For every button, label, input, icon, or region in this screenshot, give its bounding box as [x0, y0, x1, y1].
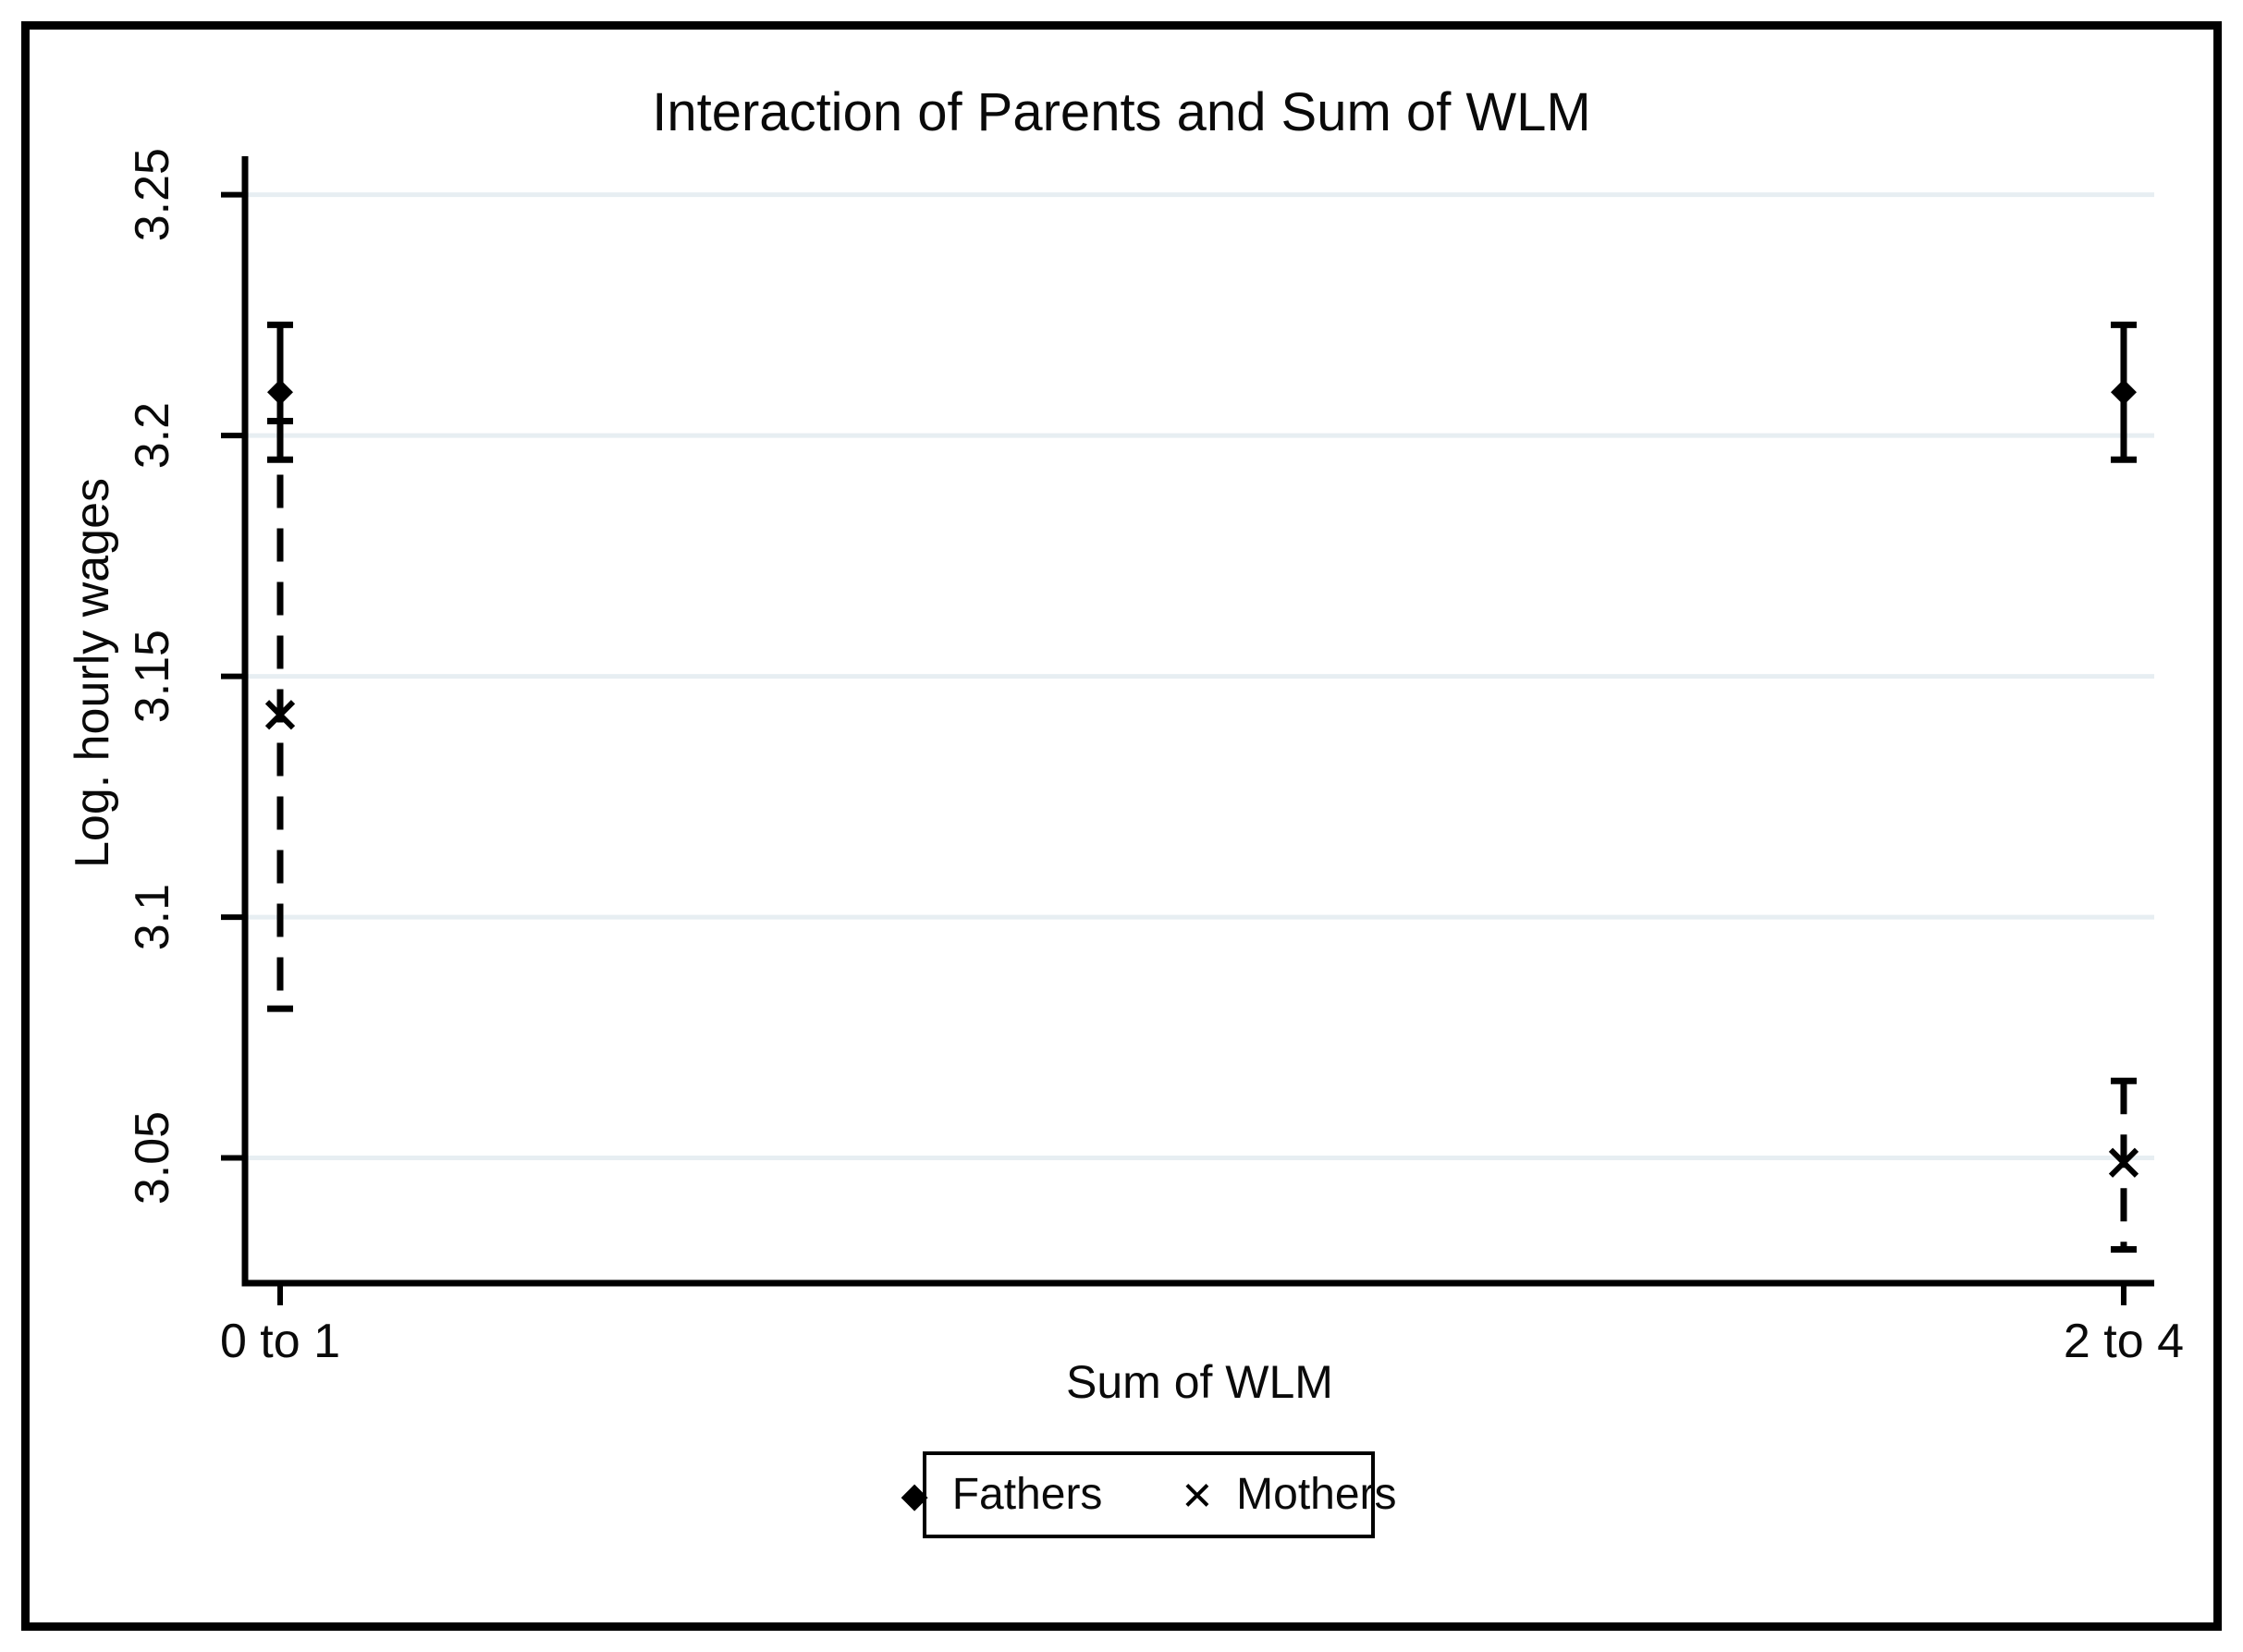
- diamond-marker: [2110, 379, 2137, 406]
- x-marker: [264, 700, 296, 730]
- legend-item-fathers: ◆ Fathers: [901, 1473, 1102, 1517]
- x-tick-label: 2 to 4: [2064, 1315, 2184, 1368]
- x-axis-title: Sum of WLM: [1066, 1356, 1333, 1408]
- diamond-marker: [266, 379, 293, 406]
- mothers-x-marker-icon: ×: [1182, 1464, 1213, 1524]
- legend-label-mothers: Mothers: [1236, 1470, 1397, 1519]
- x-marker: [2108, 1147, 2139, 1178]
- y-tick-label: 3.1: [126, 884, 179, 950]
- legend-box: ◆ Fathers × Mothers: [901, 1451, 1397, 1538]
- fathers-diamond-marker-icon: ◆: [901, 1475, 928, 1515]
- y-tick-label: 3.2: [126, 402, 179, 469]
- y-tick-label: 3.05: [126, 1111, 179, 1205]
- legend-label-fathers: Fathers: [951, 1470, 1103, 1519]
- legend-item-mothers: × Mothers: [1182, 1464, 1397, 1524]
- y-axis-title: Log. hourly wages: [66, 477, 119, 869]
- x-tick-label: 0 to 1: [220, 1315, 340, 1368]
- figure-border: [21, 21, 2222, 1631]
- y-tick-label: 3.15: [126, 630, 179, 723]
- chart-title: Interaction of Parents and Sum of WLM: [652, 82, 1591, 142]
- y-tick-label: 3.25: [126, 148, 179, 241]
